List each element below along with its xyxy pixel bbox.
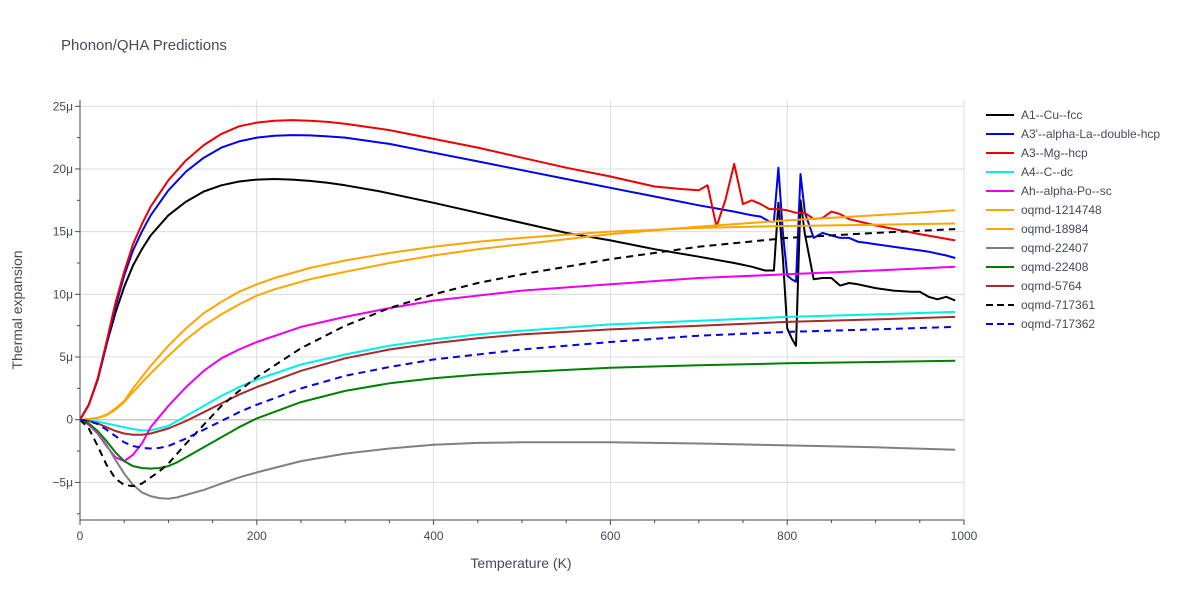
legend-item[interactable]: Ah--alpha-Po--sc	[986, 184, 1112, 198]
grid	[80, 100, 965, 520]
legend-label: A4--C--dc	[1021, 165, 1073, 179]
x-tick-label: 600	[600, 529, 620, 543]
y-tick-label: 25μ	[53, 99, 73, 113]
series-line-0	[80, 178, 956, 421]
y-tick-label: −5μ	[52, 475, 73, 489]
y-tick-label: 15μ	[53, 225, 73, 239]
series-line-8	[80, 359, 956, 470]
legend-label: oqmd-22408	[1021, 260, 1089, 274]
x-tick-label: 1000	[951, 529, 978, 543]
y-axis-title: Thermal expansion	[9, 250, 25, 369]
legend[interactable]: A1--Cu--fcc A3'--alpha-La--double-hcp A3--…	[986, 108, 1160, 331]
x-axis-ticks: 0 200 400 600 800 1000	[77, 520, 978, 543]
series-line-6	[80, 222, 956, 421]
series-line-1	[80, 134, 956, 421]
series-line-4	[80, 265, 956, 463]
legend-label: Ah--alpha-Po--sc	[1021, 184, 1112, 198]
x-tick-label: 200	[247, 529, 267, 543]
x-axis-title: Temperature (K)	[470, 555, 571, 571]
legend-item[interactable]: oqmd-717362	[986, 317, 1095, 331]
legend-item[interactable]: A3'--alpha-La--double-hcp	[986, 127, 1160, 141]
chart-title: Phonon/QHA Predictions	[61, 37, 227, 54]
legend-item[interactable]: oqmd-1214748	[986, 203, 1102, 217]
legend-item[interactable]: oqmd-22407	[986, 241, 1089, 255]
y-axis-ticks: −5μ 0 5μ 10μ 15μ 20μ 25μ	[52, 99, 80, 515]
x-tick-label: 0	[77, 529, 84, 543]
legend-label: oqmd-5764	[1021, 279, 1082, 293]
series-line-2	[80, 119, 956, 421]
legend-item[interactable]: oqmd-717361	[986, 298, 1095, 312]
legend-item[interactable]: A3--Mg--hcp	[986, 146, 1088, 160]
legend-item[interactable]: oqmd-18984	[986, 222, 1089, 236]
legend-label: oqmd-22407	[1021, 241, 1089, 255]
legend-label: oqmd-717362	[1021, 317, 1095, 331]
legend-label: oqmd-1214748	[1021, 203, 1102, 217]
series-line-3	[80, 310, 956, 432]
y-tick-label: 20μ	[53, 162, 73, 176]
series-lines	[80, 119, 956, 500]
legend-label: A3'--alpha-La--double-hcp	[1021, 127, 1160, 141]
x-tick-label: 800	[777, 529, 797, 543]
x-tick-label: 400	[424, 529, 444, 543]
legend-item[interactable]: A4--C--dc	[986, 165, 1073, 179]
legend-label: A1--Cu--fcc	[1021, 108, 1082, 122]
legend-label: oqmd-18984	[1021, 222, 1089, 236]
legend-item[interactable]: oqmd-22408	[986, 260, 1089, 274]
series-line-10	[80, 228, 956, 488]
legend-item[interactable]: oqmd-5764	[986, 279, 1082, 293]
y-tick-label: 5μ	[59, 350, 73, 364]
legend-label: oqmd-717361	[1021, 298, 1095, 312]
axes	[79, 100, 964, 521]
series-line-11	[80, 325, 956, 450]
legend-label: A3--Mg--hcp	[1021, 146, 1088, 160]
series-line-7	[80, 418, 956, 500]
y-tick-label: 0	[66, 413, 73, 427]
legend-item[interactable]: A1--Cu--fcc	[986, 108, 1082, 122]
y-tick-label: 10μ	[53, 287, 73, 301]
